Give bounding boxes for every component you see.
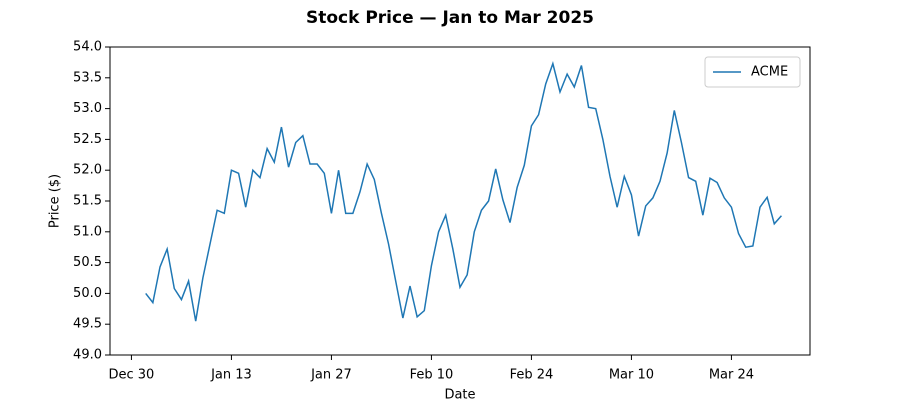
x-tick-label: Dec 30 [109,368,155,383]
x-tick-label: Mar 24 [709,368,754,383]
x-tick-label: Jan 13 [210,368,252,383]
y-tick-label: 49.5 [73,317,102,332]
y-axis-label: Price ($) [48,174,63,228]
y-tick-label: 50.5 [73,255,102,270]
legend-box [704,56,801,88]
y-tick-label: 54.0 [73,40,102,55]
chart-title: Stock Price — Jan to Mar 2025 [306,8,594,28]
x-tick-label: Feb 10 [410,368,454,383]
legend-label: ACME [751,65,788,80]
x-tick-label: Feb 24 [510,368,554,383]
y-tick-label: 49.0 [73,348,102,363]
y-tick-label: 52.5 [73,132,102,147]
y-tick-label: 53.5 [73,70,102,85]
x-axis-label: Date [444,388,475,401]
y-tick-label: 53.0 [73,101,102,116]
price-line [145,61,782,322]
y-tick-label: 52.0 [73,163,102,178]
x-tick-label: Mar 10 [609,368,654,383]
x-tick-label: Jan 27 [310,368,352,383]
y-tick-label: 51.5 [73,194,102,209]
y-tick-label: 51.0 [73,224,102,239]
y-tick-label: 50.0 [73,286,102,301]
